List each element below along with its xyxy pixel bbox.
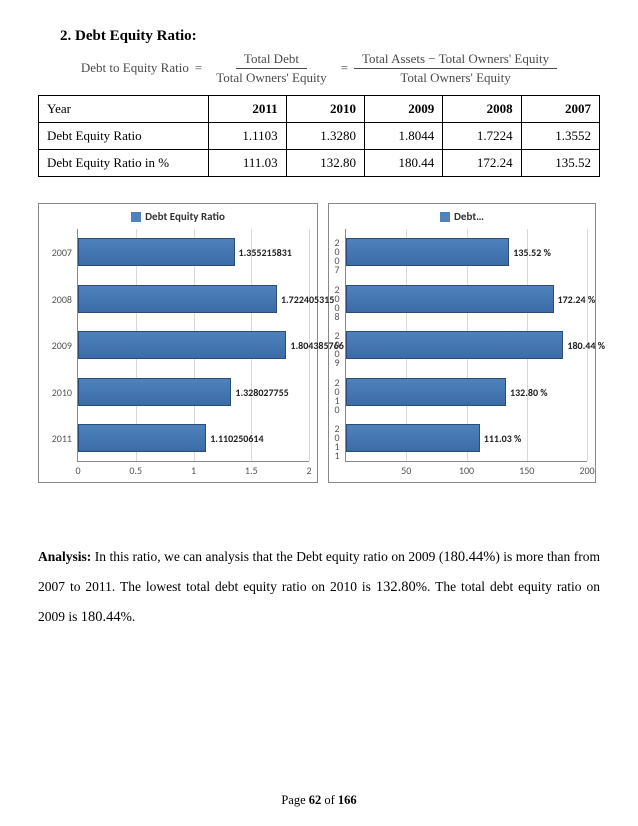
row-label: Debt Equity Ratio in %	[39, 150, 209, 177]
formula-lhs: Debt to Equity Ratio	[81, 60, 189, 76]
table-row: Debt Equity Ratio in % 111.03 132.80 180…	[39, 150, 600, 177]
chart-legend: Debt…	[329, 204, 595, 225]
bar-value-label: 1.722405315	[281, 293, 334, 306]
analysis-lead: Analysis:	[38, 549, 91, 564]
bar-value-label: 180.44 %	[567, 339, 605, 352]
chart-ratio: Debt Equity Ratio 0 0.5 1 1.5 2 2007 1.3552158…	[38, 203, 318, 483]
y-category-label: 2 0 0 8	[330, 285, 344, 321]
footer-pre: Page	[281, 793, 308, 807]
analysis-value: 180.44%	[443, 549, 495, 565]
col-year: 2008	[443, 96, 521, 123]
table-header-row: Year 2011 2010 2009 2008 2007	[39, 96, 600, 123]
cell: 1.8044	[364, 123, 442, 150]
equals-sign: =	[195, 60, 202, 76]
y-category-label: 2008	[40, 293, 76, 306]
page-footer: Page 62 of 166	[0, 793, 638, 808]
legend-label: Debt Equity Ratio	[145, 210, 225, 223]
y-category-label: 2 0 1 1	[330, 424, 344, 460]
cell: 1.7224	[443, 123, 521, 150]
x-tick-label: 100	[459, 464, 474, 477]
y-category-label: 2010	[40, 386, 76, 399]
legend-swatch-icon	[440, 212, 450, 222]
cell: 111.03	[209, 150, 287, 177]
analysis-value: 180.44	[81, 609, 121, 625]
chart-bar	[346, 331, 563, 359]
chart-bar	[346, 424, 480, 452]
formula-rhs-den: Total Owners' Equity	[392, 69, 518, 86]
bar-value-label: 1.110250614	[210, 432, 263, 445]
bar-value-label: 1.328027755	[235, 386, 288, 399]
row-label: Debt Equity Ratio	[39, 123, 209, 150]
cell: 1.1103	[209, 123, 287, 150]
chart-bar	[78, 424, 206, 452]
cell: 132.80	[286, 150, 364, 177]
x-tick-label: 2	[306, 464, 311, 477]
col-year: 2007	[521, 96, 599, 123]
footer-mid: of	[321, 793, 338, 807]
cell: 180.44	[364, 150, 442, 177]
legend-label: Debt…	[454, 210, 484, 223]
x-tick-label: 0.5	[129, 464, 142, 477]
y-category-label: 2007	[40, 246, 76, 259]
col-year: 2011	[209, 96, 287, 123]
col-year: 2010	[286, 96, 364, 123]
x-tick-label: 200	[579, 464, 594, 477]
legend-swatch-icon	[131, 212, 141, 222]
y-category-label: 2 0 1 0	[330, 378, 344, 414]
x-tick-label: 1.5	[245, 464, 258, 477]
cell: 172.24	[443, 150, 521, 177]
formula-mid-num: Total Debt	[236, 51, 307, 69]
table-header-label: Year	[39, 96, 209, 123]
x-tick-label: 0	[75, 464, 80, 477]
chart-plot-area: 00.511.5220071.35521583120081.7224053152…	[39, 225, 317, 482]
formula-rhs-num: Total Assets − Total Owners' Equity	[354, 51, 557, 69]
col-year: 2009	[364, 96, 442, 123]
chart-legend: Debt Equity Ratio	[39, 204, 317, 225]
chart-bar	[78, 331, 286, 359]
chart-bar	[346, 238, 509, 266]
charts-row: Debt Equity Ratio 0 0.5 1 1.5 2 2007 1.3552158…	[38, 203, 600, 483]
chart-percent: Debt… 50 100 150 200 2 0 0 7 135.52 % 2 0 0 8 1…	[328, 203, 596, 483]
analysis-text: Analysis: In this ratio, we can analysis…	[38, 543, 600, 632]
formula: Debt to Equity Ratio = Total Debt Total …	[38, 51, 600, 85]
bar-value-label: 172.24 %	[558, 293, 596, 306]
formula-mid-den: Total Owners' Equity	[208, 69, 334, 86]
bar-value-label: 111.03 %	[484, 432, 522, 445]
chart-bar	[346, 378, 506, 406]
x-tick-label: 150	[519, 464, 534, 477]
footer-page-total: 166	[338, 793, 357, 807]
chart-bar	[346, 285, 554, 313]
analysis-segment: %.	[121, 609, 136, 624]
footer-page-num: 62	[309, 793, 322, 807]
y-category-label: 2009	[40, 339, 76, 352]
section-heading: 2. Debt Equity Ratio:	[38, 28, 600, 45]
chart-plot-area: 50 100 150 200 2 0 0 7 135.52 % 2 0 0 8 172.24 …	[329, 225, 595, 482]
y-category-label: 2 0 0 9	[330, 331, 344, 367]
equals-sign: =	[341, 60, 348, 76]
y-category-label: 2 0 0 7	[330, 238, 344, 274]
cell: 1.3552	[521, 123, 599, 150]
chart-bar	[78, 285, 277, 313]
chart-bar	[78, 238, 235, 266]
x-tick-label: 1	[191, 464, 196, 477]
table-row: Debt Equity Ratio 1.1103 1.3280 1.8044 1…	[39, 123, 600, 150]
bar-value-label: 1.355215831	[239, 246, 292, 259]
y-category-label: 2011	[40, 432, 76, 445]
bar-value-label: 132.80 %	[510, 386, 548, 399]
cell: 135.52	[521, 150, 599, 177]
chart-bar	[78, 378, 231, 406]
data-table: Year 2011 2010 2009 2008 2007 Debt Equit…	[38, 95, 600, 177]
bar-value-label: 135.52 %	[513, 246, 551, 259]
analysis-segment: In this ratio, we can analysis that the …	[91, 549, 443, 564]
x-tick-label: 50	[401, 464, 411, 477]
cell: 1.3280	[286, 123, 364, 150]
analysis-value: 132.80	[376, 579, 416, 595]
